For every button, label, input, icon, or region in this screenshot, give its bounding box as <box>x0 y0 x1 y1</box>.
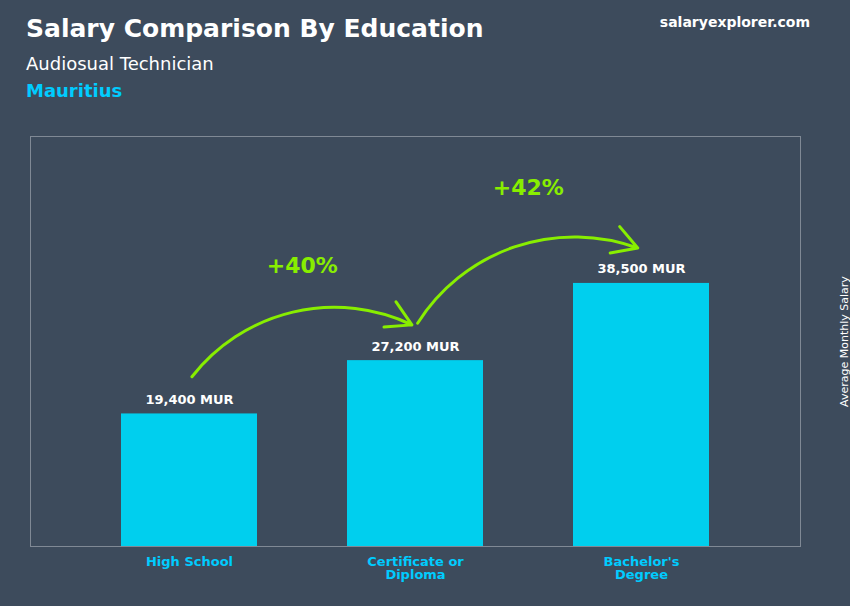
svg-text:27,200 MUR: 27,200 MUR <box>371 339 459 354</box>
svg-text:Bachelor'sDegree: Bachelor'sDegree <box>604 554 680 582</box>
html-text:Mauritius: Mauritius <box>26 80 123 101</box>
html-text:Audiosual Technician: Audiosual Technician <box>26 53 214 74</box>
html-text:salaryexplorer.com: salaryexplorer.com <box>659 14 810 30</box>
html-text:Salary Comparison By Education: Salary Comparison By Education <box>26 14 484 43</box>
svg-text:Average Monthly Salary: Average Monthly Salary <box>838 276 850 407</box>
svg-text:High School: High School <box>146 554 233 569</box>
svg-text:+40%: +40% <box>267 253 338 278</box>
svg-text:+42%: +42% <box>493 175 564 200</box>
svg-text:38,500 MUR: 38,500 MUR <box>597 261 685 276</box>
svg-text:19,400 MUR: 19,400 MUR <box>145 392 233 407</box>
svg-text:Certificate orDiploma: Certificate orDiploma <box>367 554 464 582</box>
